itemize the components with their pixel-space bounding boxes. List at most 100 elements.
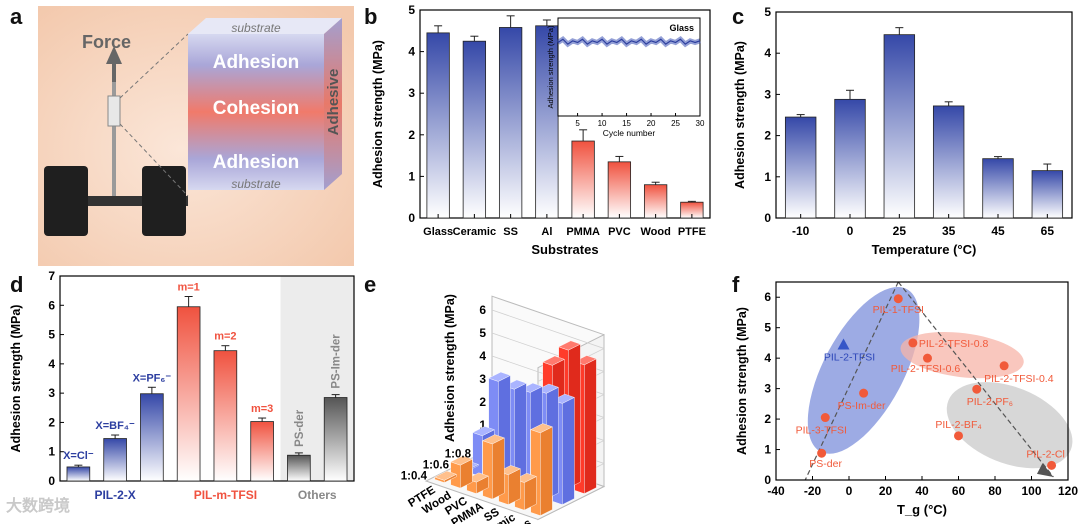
inset-series-line-core [557,38,701,45]
substrate-bottom-label: substrate [231,177,281,191]
x-tick-label: 35 [942,224,956,238]
bar3d-side [562,397,575,505]
y-tick-label: 3 [408,86,415,100]
watermark: 大数跨境 [6,496,71,515]
row-label: 1:0.8 [445,449,472,461]
bar [426,32,450,219]
x-tick-label: 120 [1058,484,1078,498]
point-label: PS-Im-der [838,400,886,412]
bar [982,158,1014,219]
bar3d-side [492,437,505,500]
chart-f-svg: 0 1 2 3 4 5 6 -40 -20 0 20 40 60 80 100 120 Adhesion str… [735,281,1078,517]
x-tick-label: PVC [608,226,631,238]
bar3d-top [472,426,495,436]
x-tick-label: 20 [879,484,893,498]
y-tick-label: 3 [764,87,771,101]
bar-annotation: X=PF₆⁻ [133,372,172,384]
panel-f-chart: 0 1 2 3 4 5 6 -40 -20 0 20 40 60 80 100 120 Adhesion str… [726,268,1080,524]
y-tick-label: 5 [408,3,415,17]
pull-rod [112,76,116,196]
group-label: PIL-2-X [94,488,135,502]
point-label: PIL-1-TFSI [873,304,924,316]
bar-annotation: m=3 [251,403,273,415]
y-tick-label: 2 [764,412,771,426]
x-tick-label: -20 [804,484,822,498]
y-tick-label: 2 [764,129,771,143]
bar3d-top [482,434,505,445]
x-tick-label: 65 [1041,224,1055,238]
row-label: 1:0.6 [423,460,449,472]
bar3d-side [584,358,597,494]
bar [66,466,91,482]
x-tick-label: 0 [847,224,854,238]
inset-x-tick-label: 30 [696,119,705,128]
z-tick-label: 3 [479,372,486,386]
y-tick-label: 6 [48,298,55,312]
z-tick-label: 2 [479,395,486,409]
bar3d-top [488,371,511,382]
point-label: PIL-3-TFSI [796,425,847,437]
data-point [922,353,932,363]
y-axis-title: Adhesion strength (MPa) [733,41,747,189]
zoom-line-top [119,33,189,99]
cohesion-label: Cohesion [213,98,300,119]
bar [323,397,348,482]
y-tick-label: 3 [48,386,55,400]
bar [176,306,201,482]
group-label: Others [298,488,337,502]
bar-annotation: PS-der [294,409,306,447]
y-axis-title: Adhesion strength (MPa) [9,305,23,453]
data-point [972,384,982,394]
data-point [859,388,869,398]
z-tick-label: 4 [479,349,486,363]
x-tick-label: 45 [991,224,1005,238]
group-ellipse-red [900,332,1024,379]
y-tick-label: 0 [408,211,415,225]
chart-d-svg: 0 1 2 3 4 5 6 7 Adhesion strength (MPa) X=Cl⁻ X=BF… [9,269,355,502]
y-tick-label: 6 [764,290,771,304]
inset-x-tick-label: 5 [575,119,580,128]
y-tick-label: 0 [764,473,771,487]
z-tick-label: 1 [479,418,486,432]
bar3d-top [530,423,553,434]
group-ellipse-blue [807,286,920,454]
y-tick-label: 0 [764,211,771,225]
y-tick-label: 1 [408,169,415,183]
y-tick-label: 2 [408,128,415,142]
x-tick-label: Ceramic [453,226,496,238]
point-label: PIL-2-TFSI-0.6 [891,363,961,375]
inset-frame [557,17,701,117]
x-tick-label: SS [503,226,518,238]
y-tick-label: 4 [764,46,771,60]
point-label: PIL-2-BF₄ [935,419,981,431]
panel-label-c: c [732,4,745,29]
x-tick-label: 40 [915,484,929,498]
bar [462,40,487,219]
y-axis-title: Adhesion strength (MPa) [371,40,385,188]
bar [287,454,311,482]
bar3d-front [482,440,493,500]
bar [140,393,164,482]
bar [103,438,127,482]
bar-annotation: X=BF₄⁻ [95,420,135,432]
x-tick-label: -40 [767,484,785,498]
x-tick-label: 60 [952,484,966,498]
block-front-face [188,34,324,190]
y-tick-label: 4 [48,357,55,371]
x-tick-label: Al [541,226,552,238]
bar [571,140,595,219]
data-point [1047,460,1057,470]
bar-annotation: PS-Im-der [331,334,343,389]
inset-x-tick-label: 25 [671,119,680,128]
bar3d-top [434,470,457,481]
inset-x-tick-label: 10 [598,119,607,128]
schematic-svg: substrate Adhesion Cohesion Adhesion sub… [38,6,354,266]
bar3d-side [508,468,521,505]
point-label: PIL-2-TFSI [824,351,875,363]
dumbbell-weight-left [44,166,88,236]
col-label: Glass [501,517,534,524]
bar3d-side [540,426,553,516]
panel-label-e: e [364,272,377,297]
data-point [820,413,830,423]
y-tick-label: 4 [408,45,415,59]
